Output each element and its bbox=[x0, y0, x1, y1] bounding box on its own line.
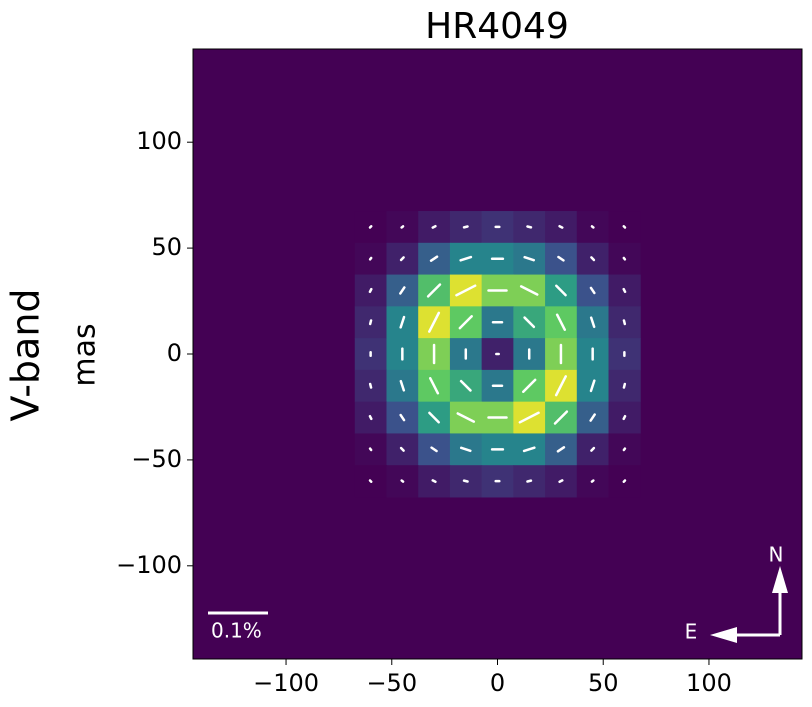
polarization-vector bbox=[522, 378, 537, 393]
polarization-vector bbox=[459, 379, 472, 392]
polarization-vector bbox=[590, 225, 595, 229]
y-axis-label: mas bbox=[68, 323, 103, 386]
polarization-vector bbox=[555, 313, 567, 331]
polarization-vector bbox=[523, 316, 536, 329]
polarization-vector bbox=[555, 284, 567, 297]
polarization-vector bbox=[368, 287, 373, 294]
y-tick-label: 100 bbox=[136, 127, 182, 155]
polarization-vector bbox=[459, 446, 472, 453]
compass-east-head bbox=[710, 627, 737, 643]
polarization-vector bbox=[622, 225, 627, 229]
y-tick-label: −100 bbox=[116, 551, 182, 579]
polarization-vector bbox=[368, 447, 373, 452]
compass-north: N bbox=[769, 543, 784, 567]
polarization-vector bbox=[526, 479, 533, 483]
polarization-vector bbox=[368, 256, 373, 261]
x-tick-label: 100 bbox=[686, 669, 732, 697]
polarization-vector bbox=[590, 256, 596, 262]
polarization-vector bbox=[622, 287, 627, 294]
polarization-vector bbox=[459, 255, 473, 262]
plot-area bbox=[354, 211, 641, 498]
polarization-vector bbox=[400, 479, 405, 483]
polarization-vector bbox=[428, 377, 440, 395]
polarization-vector bbox=[589, 286, 596, 295]
polarization-vector bbox=[431, 224, 437, 229]
polarization-vector bbox=[553, 410, 569, 425]
polarization-vector bbox=[622, 319, 627, 326]
x-tick-label: −100 bbox=[253, 669, 319, 697]
panel-label: V-band bbox=[4, 288, 48, 421]
scale-bar-label: 0.1% bbox=[211, 619, 262, 643]
polarization-vector bbox=[368, 319, 373, 326]
polarization-vector bbox=[589, 379, 596, 393]
x-tick-label: 0 bbox=[490, 669, 505, 697]
polarization-vector bbox=[458, 315, 473, 330]
polarization-vector bbox=[590, 479, 595, 483]
polarization-vector bbox=[589, 413, 596, 422]
polarization-vector bbox=[428, 311, 441, 333]
polarization-vector bbox=[431, 479, 437, 484]
polarization-vector bbox=[400, 225, 405, 229]
polarization-vector bbox=[426, 283, 442, 298]
polarization-vector bbox=[430, 446, 438, 453]
polarization-vector bbox=[557, 255, 565, 262]
polarization-vector bbox=[399, 413, 406, 422]
polarization-vector bbox=[523, 255, 536, 262]
y-tick-label: 0 bbox=[167, 339, 182, 367]
compass-east: E bbox=[685, 620, 698, 644]
polarization-vector bbox=[399, 315, 406, 329]
polarization-vector bbox=[399, 286, 406, 295]
polarization-vector bbox=[368, 479, 373, 483]
polarization-vector bbox=[462, 479, 469, 483]
polarization-vector bbox=[558, 479, 564, 484]
polarization-vector bbox=[556, 446, 566, 453]
polarization-vector bbox=[399, 256, 405, 262]
polarization-vector bbox=[622, 414, 627, 421]
y-tick-label: −50 bbox=[131, 445, 182, 473]
compass-north-head bbox=[772, 566, 788, 593]
polarization-vector bbox=[589, 316, 596, 329]
polarization-vector bbox=[554, 375, 567, 397]
polarization-vector bbox=[456, 412, 476, 423]
polarization-vector bbox=[399, 379, 406, 392]
polarization-vector bbox=[622, 382, 627, 389]
polarization-vector bbox=[368, 225, 373, 229]
polarization-vector bbox=[519, 285, 539, 296]
polarization-vector bbox=[428, 411, 440, 424]
polarization-vector bbox=[518, 411, 540, 424]
polarization-vector bbox=[590, 446, 596, 452]
polarization-vector bbox=[522, 446, 536, 453]
polarization-vector bbox=[399, 446, 405, 452]
polarization-vector bbox=[462, 225, 469, 229]
polarization-vector bbox=[622, 479, 627, 483]
polarization-vector bbox=[558, 224, 564, 229]
polarization-vector bbox=[368, 414, 373, 421]
polarization-vector bbox=[429, 255, 439, 262]
polarization-vector bbox=[622, 256, 627, 261]
y-tick-label: 50 bbox=[151, 233, 182, 261]
polarization-vector bbox=[526, 225, 533, 229]
x-tick-label: −50 bbox=[366, 669, 417, 697]
polarization-vector bbox=[622, 447, 627, 452]
x-tick-label: 50 bbox=[588, 669, 619, 697]
polarization-vector bbox=[368, 382, 373, 389]
polarization-vector bbox=[455, 284, 477, 297]
chart-title: HR4049 bbox=[425, 6, 569, 47]
